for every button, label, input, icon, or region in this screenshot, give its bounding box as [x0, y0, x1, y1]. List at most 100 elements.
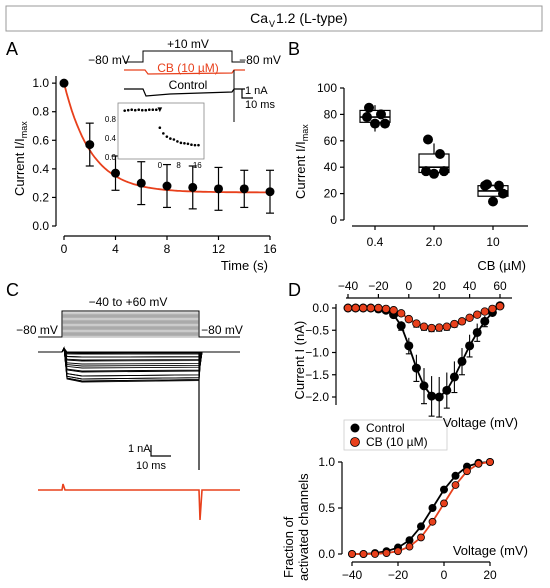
d-data-point [396, 321, 406, 331]
a-x-axis-label: Time (s) [221, 258, 268, 273]
d2-data-point [486, 458, 494, 466]
d-y-tick-label: −0.5 [305, 323, 329, 337]
a-inset-point [179, 141, 183, 145]
a-y-axis-label: Current I/Imax [12, 121, 29, 196]
charts-layer: 0.0 0.2 0.4 0.6 0.8 1.0 0 4 8 12 16 Time (s) Current… [12, 76, 528, 582]
d-data-point [488, 304, 497, 314]
b-y-tick-label: 100 [317, 81, 337, 95]
a-y-tick-label: 0.2 [32, 190, 49, 204]
a-inset-frame [117, 102, 205, 160]
a-x-tick-label: 12 [212, 242, 226, 256]
a-inset-point [144, 108, 148, 112]
a-inset-x-tick-label: 0 [158, 161, 163, 170]
a-x-tick-label: 16 [263, 242, 277, 256]
a-x-tick-label: 0 [61, 242, 68, 256]
c-hold-right: −80 mV [201, 323, 243, 337]
panel-a-traces: CB (10 µM) Control 1 nA 10 ms [124, 61, 275, 122]
d-data-point [457, 317, 467, 326]
d-x-tick-label: 60 [493, 279, 507, 293]
b-data-point [362, 112, 372, 123]
a-label-control: Control [169, 78, 208, 92]
panel-label-d: D [288, 280, 301, 300]
d-data-point [472, 327, 482, 337]
legend-control-label: Control [366, 421, 405, 435]
d-data-point [480, 316, 490, 326]
d-x-tick-label: −40 [338, 279, 359, 293]
a-inset-point [126, 108, 130, 112]
a-inset-point [140, 108, 144, 112]
d2-x-axis-label: Voltage (mV) [453, 543, 528, 558]
a-data-point [214, 184, 223, 194]
a-inset-point [133, 108, 137, 112]
d-data-point [434, 392, 444, 402]
d2-y-tick-label: 1.0 [318, 455, 335, 469]
a-data-point [265, 187, 275, 197]
b-data-point [423, 134, 433, 145]
a-inset-y-tick-label: 0.0 [105, 153, 117, 162]
panel-label-b: B [288, 39, 300, 59]
d2-data-point [405, 542, 414, 551]
d-y-tick-label: −1.5 [305, 368, 329, 382]
d2-data-point [405, 536, 414, 545]
d-x-tick-label: 20 [433, 279, 447, 293]
a-inset-point [176, 140, 179, 143]
b-y-tick-label: 0 [330, 213, 337, 227]
d-x-tick-label: 40 [463, 279, 477, 293]
b-data-point [480, 180, 490, 191]
d2-x-tick-label: 0 [441, 568, 448, 582]
d-data-point [397, 309, 406, 318]
panel-label-a: A [6, 39, 18, 59]
b-x-tick-label: 2.0 [426, 235, 443, 249]
d-y-tick-label: 0.0 [312, 301, 329, 315]
d2-data-point [359, 550, 368, 558]
a-scale-bar [241, 89, 253, 99]
d-data-point [495, 302, 505, 311]
d2-y-axis-label-line1: Fraction of [281, 516, 296, 578]
d2-data-point [394, 547, 402, 556]
a-inset-point [158, 126, 162, 129]
a-inset-x-tick-label: 16 [193, 161, 202, 170]
d2-data-point [428, 504, 437, 512]
a-inset-point [147, 108, 151, 112]
d2-y-tick-label: 0.0 [318, 547, 335, 561]
a-inset-point [172, 138, 176, 141]
d2-data-point [451, 471, 460, 480]
a-data-point [59, 78, 69, 88]
d2-data-point [440, 485, 448, 494]
d-data-point [351, 303, 360, 313]
c-trace-control [38, 347, 240, 354]
a-inset-point [151, 108, 155, 112]
d-data-point [465, 313, 474, 322]
a-inset-point [162, 132, 165, 135]
b-y-axis-label: Current I/Imax [293, 124, 310, 199]
d-data-point [359, 303, 368, 313]
a-inset-point [155, 108, 158, 112]
b-data-point [435, 149, 445, 159]
a-y-tick-label: 0.4 [32, 162, 49, 176]
b-y-tick-label: 60 [324, 134, 338, 148]
a-scale-time: 10 ms [245, 99, 275, 111]
d2-y-axis-label-line2: activated channels [296, 473, 311, 581]
d-x-axis-label: Voltage (mV) [443, 415, 518, 430]
b-data-point [439, 166, 449, 177]
b-x-axis-label: CB (µM) [477, 258, 526, 273]
d-data-point [473, 310, 482, 319]
b-data-point [488, 196, 498, 207]
c-protocol-outline [38, 310, 240, 338]
d-data-point [412, 319, 421, 328]
d-data-point [435, 323, 444, 332]
a-inset-point [169, 137, 172, 140]
d-data-point [450, 319, 459, 329]
d-data-point [404, 341, 414, 351]
a-data-point [136, 178, 146, 188]
d-data-point [374, 303, 383, 313]
d-data-point [366, 303, 375, 313]
legend-d: Control CB (10 µM) [343, 419, 448, 451]
d2-data-point [382, 549, 391, 557]
d2-data-point [428, 517, 437, 526]
d2-x-tick-label: −40 [342, 568, 363, 582]
a-data-point [239, 184, 249, 194]
title-main: Ca [250, 10, 268, 26]
a-y-tick-label: 1.0 [32, 76, 49, 90]
a-x-tick-label: 8 [164, 242, 171, 256]
